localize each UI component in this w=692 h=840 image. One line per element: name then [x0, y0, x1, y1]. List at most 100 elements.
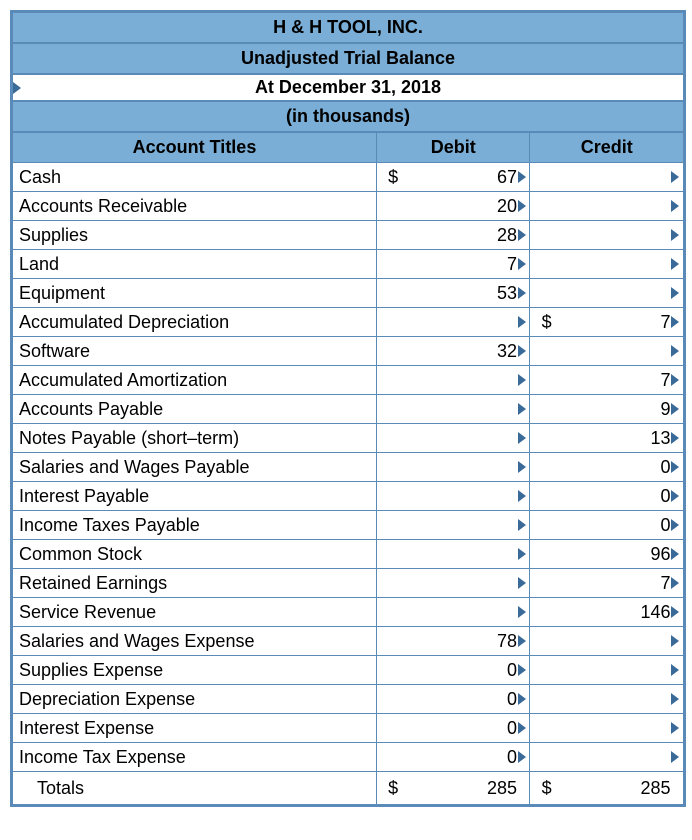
credit-sym — [530, 656, 563, 685]
statement-date-text: At December 31, 2018 — [255, 77, 441, 97]
tick-icon — [518, 258, 526, 270]
totals-credit-val: 285 — [563, 772, 673, 805]
credit-val: 9 — [563, 395, 673, 424]
trial-balance-table: Account Titles Debit Credit Cash$67Accou… — [12, 132, 684, 805]
tick-icon — [13, 82, 21, 94]
statement-date: At December 31, 2018 — [12, 74, 684, 101]
debit-sym — [376, 540, 409, 569]
tick-icon — [518, 200, 526, 212]
debit-sym — [376, 627, 409, 656]
tick-icon — [671, 664, 679, 676]
table-row: Depreciation Expense0 — [13, 685, 684, 714]
credit-tick — [672, 308, 683, 337]
debit-val: 67 — [409, 163, 519, 192]
tick-icon — [671, 606, 679, 618]
tick-icon — [518, 635, 526, 647]
debit-sym — [376, 569, 409, 598]
debit-val: 7 — [409, 250, 519, 279]
credit-sym — [530, 221, 563, 250]
tick-icon — [518, 519, 526, 531]
account-title: Accumulated Depreciation — [13, 308, 377, 337]
col-debit: Debit — [376, 133, 529, 163]
tick-icon — [518, 693, 526, 705]
table-row: Salaries and Wages Expense78 — [13, 627, 684, 656]
tick-icon — [671, 751, 679, 763]
table-row: Supplies Expense0 — [13, 656, 684, 685]
tick-icon — [671, 693, 679, 705]
col-account-titles: Account Titles — [13, 133, 377, 163]
debit-tick — [519, 482, 530, 511]
credit-tick — [672, 627, 683, 656]
account-title: Salaries and Wages Payable — [13, 453, 377, 482]
credit-val — [563, 221, 673, 250]
credit-tick — [672, 221, 683, 250]
credit-sym — [530, 192, 563, 221]
debit-val — [409, 395, 519, 424]
table-row: Equipment53 — [13, 279, 684, 308]
credit-val — [563, 714, 673, 743]
credit-tick — [672, 569, 683, 598]
credit-val — [563, 743, 673, 772]
credit-sym — [530, 366, 563, 395]
credit-sym: $ — [530, 308, 563, 337]
credit-tick — [672, 395, 683, 424]
debit-sym — [376, 598, 409, 627]
debit-tick — [519, 685, 530, 714]
credit-tick — [672, 482, 683, 511]
debit-sym — [376, 308, 409, 337]
credit-sym — [530, 163, 563, 192]
credit-val: 0 — [563, 453, 673, 482]
credit-sym — [530, 569, 563, 598]
debit-sym — [376, 424, 409, 453]
debit-tick — [519, 424, 530, 453]
tick-icon — [518, 374, 526, 386]
debit-val — [409, 366, 519, 395]
credit-tick — [672, 656, 683, 685]
credit-sym — [530, 279, 563, 308]
statement-title: Unadjusted Trial Balance — [12, 43, 684, 74]
credit-sym — [530, 453, 563, 482]
company-name: H & H TOOL, INC. — [12, 12, 684, 43]
account-title: Income Tax Expense — [13, 743, 377, 772]
table-row: Interest Payable0 — [13, 482, 684, 511]
debit-tick — [519, 395, 530, 424]
debit-val — [409, 569, 519, 598]
debit-tick — [519, 163, 530, 192]
credit-val — [563, 627, 673, 656]
debit-sym — [376, 395, 409, 424]
credit-sym — [530, 685, 563, 714]
table-row: Cash$67 — [13, 163, 684, 192]
account-title: Notes Payable (short–term) — [13, 424, 377, 453]
credit-tick — [672, 511, 683, 540]
table-row: Accumulated Amortization7 — [13, 366, 684, 395]
table-row: Land7 — [13, 250, 684, 279]
credit-sym — [530, 540, 563, 569]
table-row: Service Revenue146 — [13, 598, 684, 627]
debit-tick — [519, 569, 530, 598]
totals-label: Totals — [13, 772, 377, 805]
credit-tick — [672, 192, 683, 221]
credit-sym — [530, 511, 563, 540]
credit-val: 13 — [563, 424, 673, 453]
credit-sym — [530, 743, 563, 772]
table-row: Salaries and Wages Payable 0 — [13, 453, 684, 482]
debit-sym — [376, 221, 409, 250]
totals-credit-sym: $ — [530, 772, 563, 805]
col-credit: Credit — [530, 133, 684, 163]
debit-tick — [519, 714, 530, 743]
debit-tick — [519, 598, 530, 627]
totals-credit-tick — [672, 772, 683, 805]
tick-icon — [518, 751, 526, 763]
account-title: Interest Expense — [13, 714, 377, 743]
credit-sym — [530, 482, 563, 511]
debit-tick — [519, 308, 530, 337]
tick-icon — [671, 287, 679, 299]
debit-val — [409, 308, 519, 337]
account-title: Cash — [13, 163, 377, 192]
debit-tick — [519, 656, 530, 685]
credit-tick — [672, 424, 683, 453]
tick-icon — [671, 635, 679, 647]
credit-val — [563, 192, 673, 221]
credit-val — [563, 685, 673, 714]
account-title: Interest Payable — [13, 482, 377, 511]
